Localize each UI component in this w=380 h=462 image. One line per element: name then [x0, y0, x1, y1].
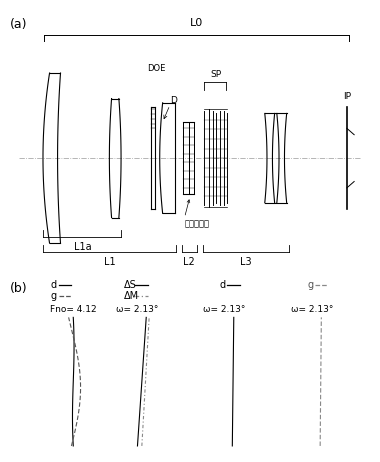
Text: L0: L0: [190, 18, 203, 28]
Text: g: g: [307, 280, 314, 290]
Text: (a): (a): [10, 18, 27, 31]
Text: L3: L3: [240, 257, 252, 267]
Text: ΔS: ΔS: [124, 280, 136, 290]
Text: フォーカス: フォーカス: [185, 220, 209, 229]
Text: L2: L2: [184, 257, 195, 267]
Text: g: g: [51, 291, 57, 301]
Text: IP: IP: [343, 91, 351, 101]
Text: (b): (b): [10, 282, 27, 295]
Text: D: D: [170, 96, 177, 105]
Text: Fno= 4.12: Fno= 4.12: [49, 305, 96, 314]
Text: ω= 2.13°: ω= 2.13°: [203, 305, 246, 314]
Text: L1a: L1a: [74, 242, 91, 252]
Text: ΔM: ΔM: [124, 291, 139, 301]
Text: DOE: DOE: [147, 64, 166, 73]
Text: ω= 2.13°: ω= 2.13°: [291, 305, 333, 314]
Text: d: d: [51, 280, 57, 290]
Text: SP: SP: [210, 70, 221, 79]
Text: d: d: [220, 280, 226, 290]
Text: ω= 2.13°: ω= 2.13°: [116, 305, 158, 314]
Text: L1: L1: [104, 257, 116, 267]
